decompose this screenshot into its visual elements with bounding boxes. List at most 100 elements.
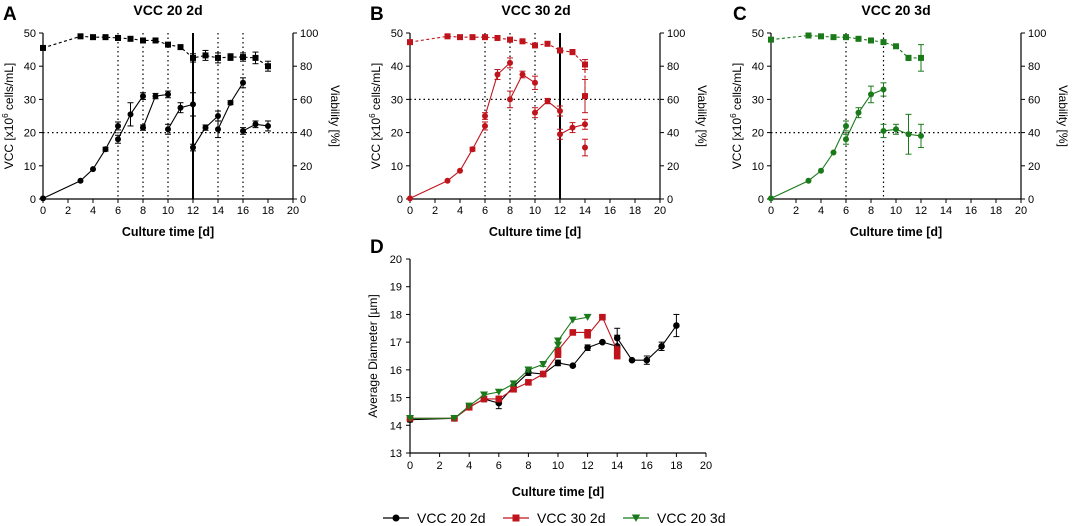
- viability-point: [482, 34, 488, 41]
- legend-marker: [512, 514, 520, 522]
- vcc-point: [843, 122, 849, 129]
- x-tick-label: 12: [187, 205, 199, 217]
- vcc-line: [770, 125, 847, 199]
- panel-letter: A: [3, 4, 17, 25]
- viability-point: [805, 32, 812, 39]
- y-tick-label-left: 50: [752, 28, 764, 40]
- y-tick-label-left: 40: [752, 61, 764, 73]
- vcc-point: [40, 195, 46, 202]
- legend-label: VCC 30 2d: [537, 510, 605, 526]
- vcc-point: [582, 121, 588, 128]
- viability-point: [507, 36, 513, 43]
- vcc-line: [192, 115, 219, 148]
- x-tick-label: 20: [700, 460, 712, 472]
- viability-point: [457, 34, 463, 41]
- y-tick-label-left: 0: [397, 194, 403, 206]
- x-tick-label: 14: [940, 205, 952, 217]
- x-tick-label: 10: [162, 205, 174, 217]
- y-tick-label-right: 60: [300, 94, 312, 106]
- y-tick-label: 17: [390, 337, 402, 349]
- y-tick-label-right: 20: [1028, 161, 1040, 173]
- x-tick-label: 0: [40, 205, 46, 217]
- x-axis-label: Culture time [d]: [489, 225, 581, 239]
- viability-point: [190, 54, 196, 61]
- viability-point: [215, 54, 221, 61]
- y-tick-label-left: 0: [30, 194, 36, 206]
- viability-point: [519, 38, 526, 45]
- vcc-line: [845, 88, 884, 140]
- x-tick-label: 8: [140, 205, 146, 217]
- x-tick-label: 2: [437, 460, 443, 472]
- vcc-point: [494, 71, 501, 78]
- y-tick-label: 20: [390, 254, 402, 266]
- diameter-point: [628, 356, 636, 364]
- y-tick-label-left: 10: [24, 161, 36, 173]
- diameter-point: [568, 316, 577, 324]
- diameter-point: [613, 347, 621, 354]
- vcc-point: [507, 96, 513, 103]
- x-tick-label: 0: [407, 460, 413, 472]
- y-axis-label-right: Viability [%]: [328, 85, 342, 147]
- vcc-point: [177, 104, 184, 111]
- y-tick-label-left: 20: [391, 128, 403, 140]
- viability-point: [893, 43, 899, 50]
- viability-point: [240, 54, 246, 61]
- vcc-point: [818, 167, 824, 174]
- y-tick-label-right: 100: [1028, 28, 1046, 40]
- y-tick-label: 16: [390, 365, 402, 377]
- x-tick-label: 4: [90, 205, 96, 217]
- diameter-point: [525, 379, 532, 386]
- vcc-point: [457, 167, 463, 174]
- vcc-point: [880, 127, 887, 134]
- x-axis-label: Culture time [d]: [122, 225, 214, 239]
- y-tick-label-right: 0: [667, 194, 673, 206]
- x-tick-label: 6: [115, 205, 121, 217]
- viability-point: [544, 40, 551, 47]
- vcc-point: [227, 99, 234, 106]
- vcc-point: [90, 166, 96, 173]
- viability-point: [227, 54, 234, 61]
- viability-point: [469, 34, 476, 41]
- y-axis-label-left: VCC [x106 cells/mL]: [368, 63, 383, 170]
- y-tick-label-left: 30: [752, 94, 764, 106]
- diameter-point: [450, 415, 459, 422]
- viability-point: [77, 33, 84, 40]
- x-tick-label: 16: [965, 205, 977, 217]
- diameter-point: [465, 402, 474, 410]
- vcc-point: [202, 124, 209, 131]
- vcc-line: [883, 128, 922, 137]
- y-tick-label-right: 100: [667, 28, 685, 40]
- y-tick-label-right: 20: [667, 161, 679, 173]
- diameter-line: [410, 316, 588, 419]
- panel-letter: B: [370, 4, 384, 25]
- y-tick-label-right: 40: [300, 128, 312, 140]
- vcc-point: [165, 91, 171, 98]
- diameter-point: [613, 334, 621, 342]
- x-tick-label: 18: [629, 205, 641, 217]
- x-tick-label: 6: [482, 205, 488, 217]
- panel-title: VCC 20 2d: [133, 2, 202, 18]
- x-tick-label: 2: [65, 205, 71, 217]
- vcc-point: [407, 195, 413, 202]
- diameter-point: [524, 366, 533, 374]
- vcc-line: [42, 125, 119, 199]
- x-tick-label: 10: [529, 205, 541, 217]
- x-tick-label: 6: [496, 460, 502, 472]
- viability-point: [830, 34, 837, 41]
- vcc-point: [532, 79, 538, 86]
- diameter-point: [539, 370, 547, 378]
- viability-point: [582, 93, 588, 100]
- panel-letter: D: [370, 237, 384, 258]
- x-tick-label: 8: [868, 205, 874, 217]
- diameter-point: [569, 362, 577, 370]
- vcc-point: [252, 121, 259, 128]
- vcc-point: [805, 177, 812, 184]
- vcc-point: [557, 108, 563, 115]
- diameter-point: [599, 313, 606, 321]
- x-tick-label: 16: [641, 460, 653, 472]
- x-tick-label: 20: [1015, 205, 1027, 217]
- diameter-point: [554, 359, 562, 367]
- diameter-point: [406, 415, 414, 422]
- panel-title: VCC 30 2d: [501, 2, 570, 18]
